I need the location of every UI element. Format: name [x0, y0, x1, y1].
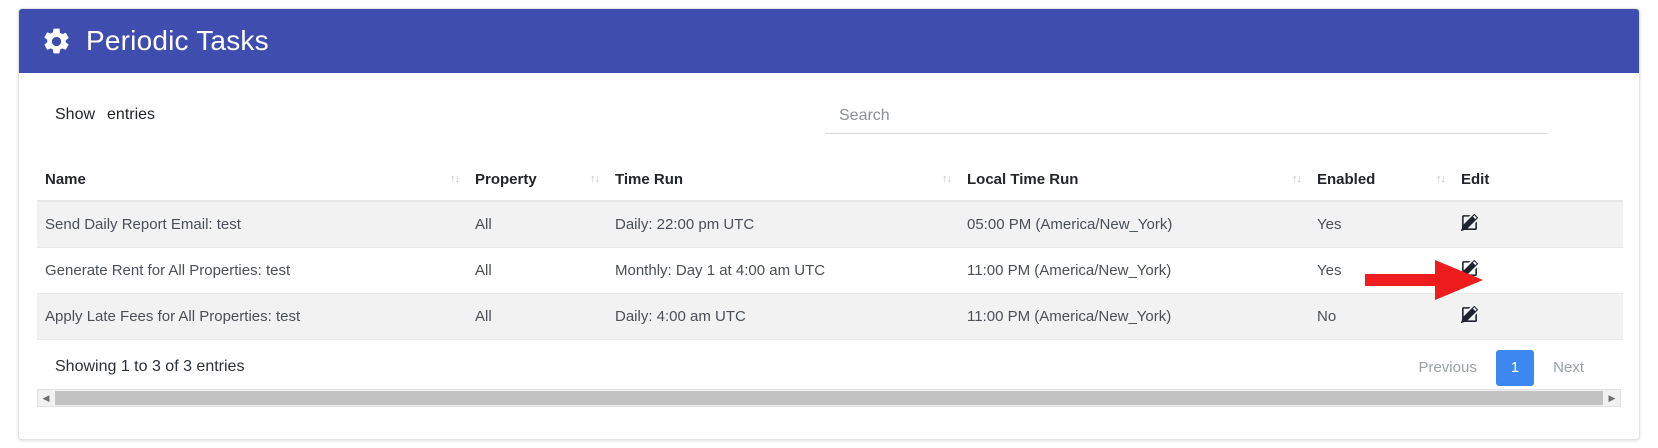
cell-edit: [1453, 293, 1623, 340]
cell-edit: [1453, 201, 1623, 248]
cell-local-time-run: 05:00 PM (America/New_York): [959, 201, 1309, 248]
gear-icon: [44, 28, 69, 53]
sort-icon-time-run[interactable]: ↑↓: [942, 173, 952, 185]
sort-icon-property[interactable]: ↑↓: [590, 173, 600, 185]
sort-icon-enabled[interactable]: ↑↓: [1436, 173, 1446, 185]
column-header-edit-label: Edit: [1461, 171, 1490, 188]
table-scroll-container: Name ↑↓ Property ↑↓: [37, 159, 1623, 340]
edit-button-row-1[interactable]: [1461, 214, 1478, 231]
cell-property: All: [467, 293, 607, 340]
column-header-enabled-label: Enabled: [1317, 171, 1376, 188]
table-footer: Showing 1 to 3 of 3 entries Previous 1 N…: [37, 346, 1621, 394]
edit-button-row-2[interactable]: [1461, 260, 1478, 277]
column-header-name[interactable]: Name ↑↓: [37, 159, 467, 202]
entries-length-control[interactable]: Show 102550100 entries: [55, 105, 155, 124]
periodic-tasks-card: Periodic Tasks Show 102550100 entries: [18, 8, 1640, 440]
periodic-tasks-table: Name ↑↓ Property ↑↓: [37, 159, 1623, 340]
pencil-square-icon: [1461, 260, 1478, 277]
column-header-name-label: Name: [45, 171, 86, 188]
pencil-square-icon: [1461, 306, 1478, 323]
table-controls: Show 102550100 entries: [37, 97, 1621, 159]
pencil-square-icon: [1461, 214, 1478, 231]
cell-property: All: [467, 247, 607, 294]
column-header-local-time-run-label: Local Time Run: [967, 171, 1079, 188]
column-header-local-time-run[interactable]: Local Time Run ↑↓: [959, 159, 1309, 202]
edit-button-row-3[interactable]: [1461, 306, 1478, 323]
scroll-right-arrow-icon[interactable]: ▶: [1604, 390, 1620, 406]
scrollbar-track[interactable]: [54, 391, 1604, 405]
cell-time-run: Daily: 4:00 am UTC: [607, 293, 959, 340]
search-control: [825, 103, 1547, 134]
scrollbar-thumb[interactable]: [55, 391, 1603, 405]
column-header-enabled[interactable]: Enabled ↑↓: [1309, 159, 1453, 202]
card-header: Periodic Tasks: [19, 9, 1639, 73]
cell-property: All: [467, 201, 607, 248]
pagination-page-1[interactable]: 1: [1495, 350, 1535, 386]
cell-name: Send Daily Report Email: test: [37, 201, 467, 248]
cell-name: Generate Rent for All Properties: test: [37, 247, 467, 294]
cell-time-run: Monthly: Day 1 at 4:00 am UTC: [607, 247, 959, 294]
cell-local-time-run: 11:00 PM (America/New_York): [959, 247, 1309, 294]
page-title: Periodic Tasks: [86, 25, 269, 56]
table-head: Name ↑↓ Property ↑↓: [37, 159, 1623, 202]
column-header-edit[interactable]: Edit: [1453, 159, 1623, 202]
cell-local-time-run: 11:00 PM (America/New_York): [959, 293, 1309, 340]
horizontal-scrollbar[interactable]: ◀ ▶: [37, 389, 1621, 407]
cell-enabled: Yes: [1309, 247, 1453, 294]
entries-info: Showing 1 to 3 of 3 entries: [55, 358, 245, 375]
column-header-property-label: Property: [475, 171, 537, 188]
pagination-next[interactable]: Next: [1553, 359, 1584, 376]
table-row[interactable]: Apply Late Fees for All Properties: test…: [37, 293, 1623, 340]
pagination: Previous 1 Next: [1403, 350, 1599, 386]
cell-time-run: Daily: 22:00 pm UTC: [607, 201, 959, 248]
cell-enabled: No: [1309, 293, 1453, 340]
scroll-left-arrow-icon[interactable]: ◀: [38, 390, 54, 406]
table-row[interactable]: Send Daily Report Email: test All Daily:…: [37, 201, 1623, 248]
table-body: Send Daily Report Email: test All Daily:…: [37, 201, 1623, 340]
table-row[interactable]: Generate Rent for All Properties: test A…: [37, 247, 1623, 294]
search-input[interactable]: [825, 103, 1547, 134]
sort-icon-name[interactable]: ↑↓: [450, 173, 460, 185]
cell-enabled: Yes: [1309, 201, 1453, 248]
table-header-row: Name ↑↓ Property ↑↓: [37, 159, 1623, 202]
column-header-property[interactable]: Property ↑↓: [467, 159, 607, 202]
column-header-time-run[interactable]: Time Run ↑↓: [607, 159, 959, 202]
pagination-previous[interactable]: Previous: [1418, 359, 1477, 376]
sort-icon-local-time-run[interactable]: ↑↓: [1292, 173, 1302, 185]
card-body: Show 102550100 entries: [19, 73, 1639, 394]
cell-edit: [1453, 247, 1623, 294]
length-label-suffix: entries: [107, 105, 156, 123]
column-header-time-run-label: Time Run: [615, 171, 684, 188]
cell-name: Apply Late Fees for All Properties: test: [37, 293, 467, 340]
length-label-prefix: Show: [55, 105, 96, 123]
